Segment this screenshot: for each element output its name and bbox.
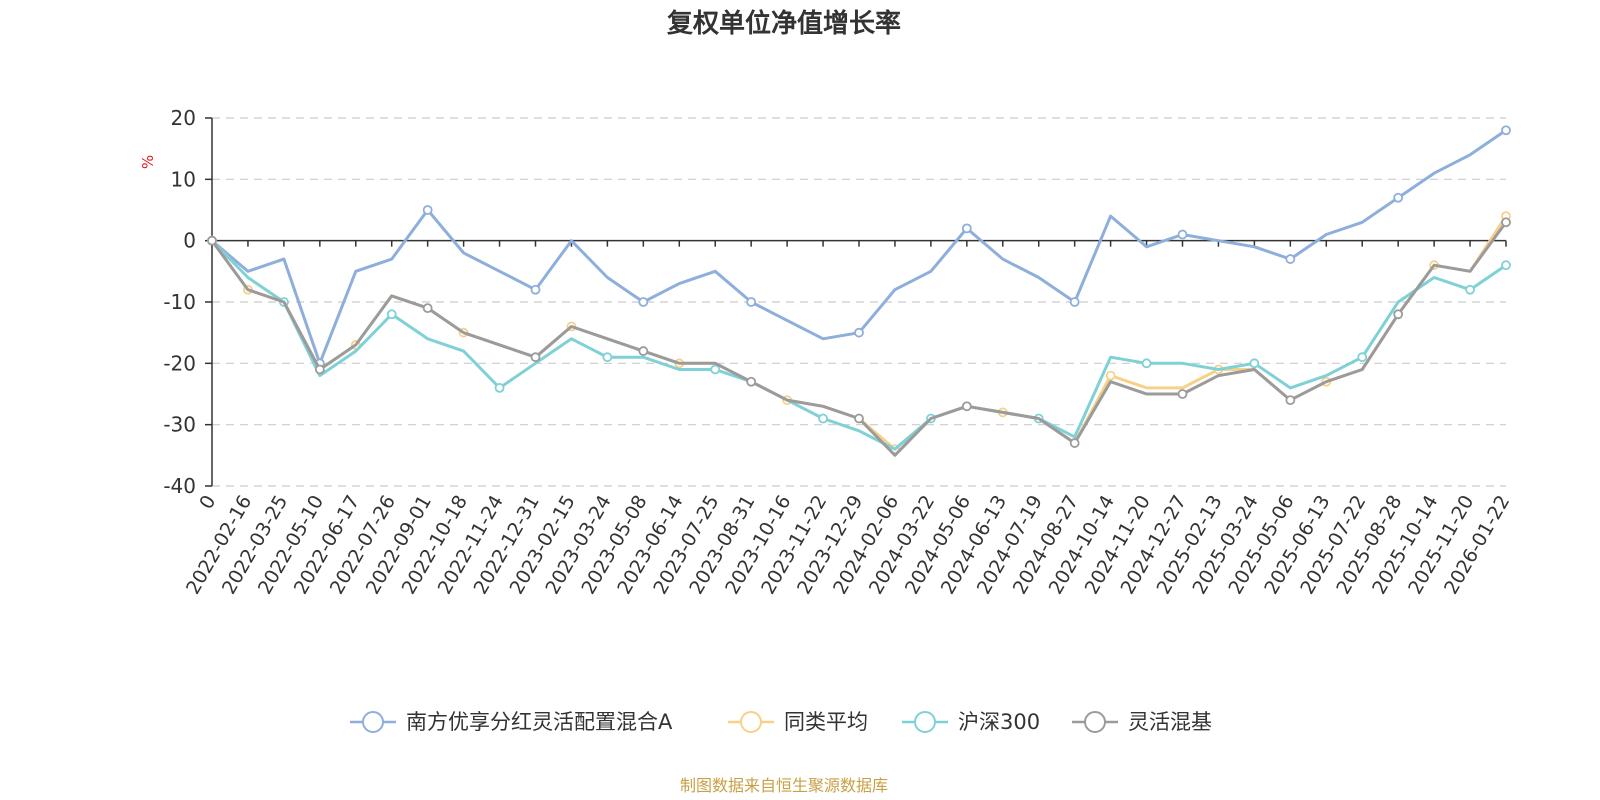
- data-point: [1105, 370, 1116, 381]
- data-point: [530, 284, 541, 295]
- data-point: [638, 297, 649, 307]
- data-point: [1393, 192, 1404, 203]
- legend-item[interactable]: 灵活混基: [1072, 710, 1212, 734]
- data-point: [1285, 395, 1296, 406]
- data-point: [1393, 309, 1404, 320]
- y-tick-label: -20: [163, 351, 196, 375]
- legend-marker-icon: [362, 711, 384, 733]
- data-point: [530, 352, 541, 363]
- grid: [212, 117, 1506, 487]
- data-point: [746, 297, 757, 307]
- data-point: [1285, 254, 1296, 264]
- y-tick-label: -40: [163, 474, 196, 498]
- data-point: [1249, 358, 1260, 369]
- data-point: [1069, 297, 1080, 307]
- legend-marker-icon: [740, 711, 762, 733]
- data-point: [1501, 260, 1511, 271]
- data-point: [854, 327, 864, 338]
- series-2: [207, 235, 1511, 451]
- data-point: [710, 364, 721, 375]
- series-0: [207, 125, 1511, 369]
- data-point: [422, 303, 433, 314]
- data-point: [1177, 229, 1188, 240]
- y-tick-label: -30: [163, 413, 196, 437]
- data-point: [1069, 438, 1080, 448]
- data-point: [1177, 389, 1188, 399]
- legend-label: 同类平均: [784, 710, 868, 734]
- y-tick-label: 20: [171, 106, 196, 130]
- legend[interactable]: 南方优享分红灵活配置混合A 同类平均 沪深300 灵活混基: [350, 710, 1212, 734]
- data-point: [638, 346, 649, 356]
- data-point: [1141, 358, 1152, 369]
- data-point: [746, 376, 757, 387]
- legend-item[interactable]: 南方优享分红灵活配置混合A: [350, 710, 673, 734]
- legend-marker-icon: [1084, 711, 1106, 733]
- data-point: [422, 205, 433, 215]
- data-point: [1465, 284, 1475, 295]
- legend-marker-icon: [914, 711, 936, 733]
- data-point: [961, 223, 972, 234]
- x-tick-label: 0: [195, 492, 220, 513]
- data-point: [1501, 125, 1511, 136]
- legend-item[interactable]: 同类平均: [728, 710, 868, 734]
- y-tick-label: -10: [163, 290, 196, 314]
- y-tick-label: 0: [183, 229, 196, 253]
- series-3: [207, 217, 1511, 457]
- legend-item[interactable]: 沪深300: [902, 710, 1040, 734]
- data-point: [1501, 217, 1511, 228]
- data-point: [1357, 352, 1368, 363]
- chart-title: 复权单位净值增长率: [667, 8, 901, 39]
- legend-label: 沪深300: [958, 710, 1040, 734]
- data-point: [207, 235, 217, 246]
- data-point: [386, 309, 397, 320]
- data-point: [314, 364, 325, 375]
- data-point: [818, 413, 828, 424]
- data-point: [602, 352, 613, 363]
- data-source-note: 制图数据来自恒生聚源数据库: [680, 776, 888, 795]
- series-line: [210, 239, 1508, 451]
- legend-label: 灵活混基: [1128, 710, 1212, 734]
- legend-label: 南方优享分红灵活配置混合A: [406, 710, 673, 734]
- y-axis-unit: %: [139, 155, 157, 169]
- series-lines: [207, 125, 1511, 457]
- data-point: [494, 382, 505, 393]
- data-point: [961, 401, 972, 412]
- data-point: [854, 413, 864, 424]
- y-tick-label: 10: [171, 167, 196, 191]
